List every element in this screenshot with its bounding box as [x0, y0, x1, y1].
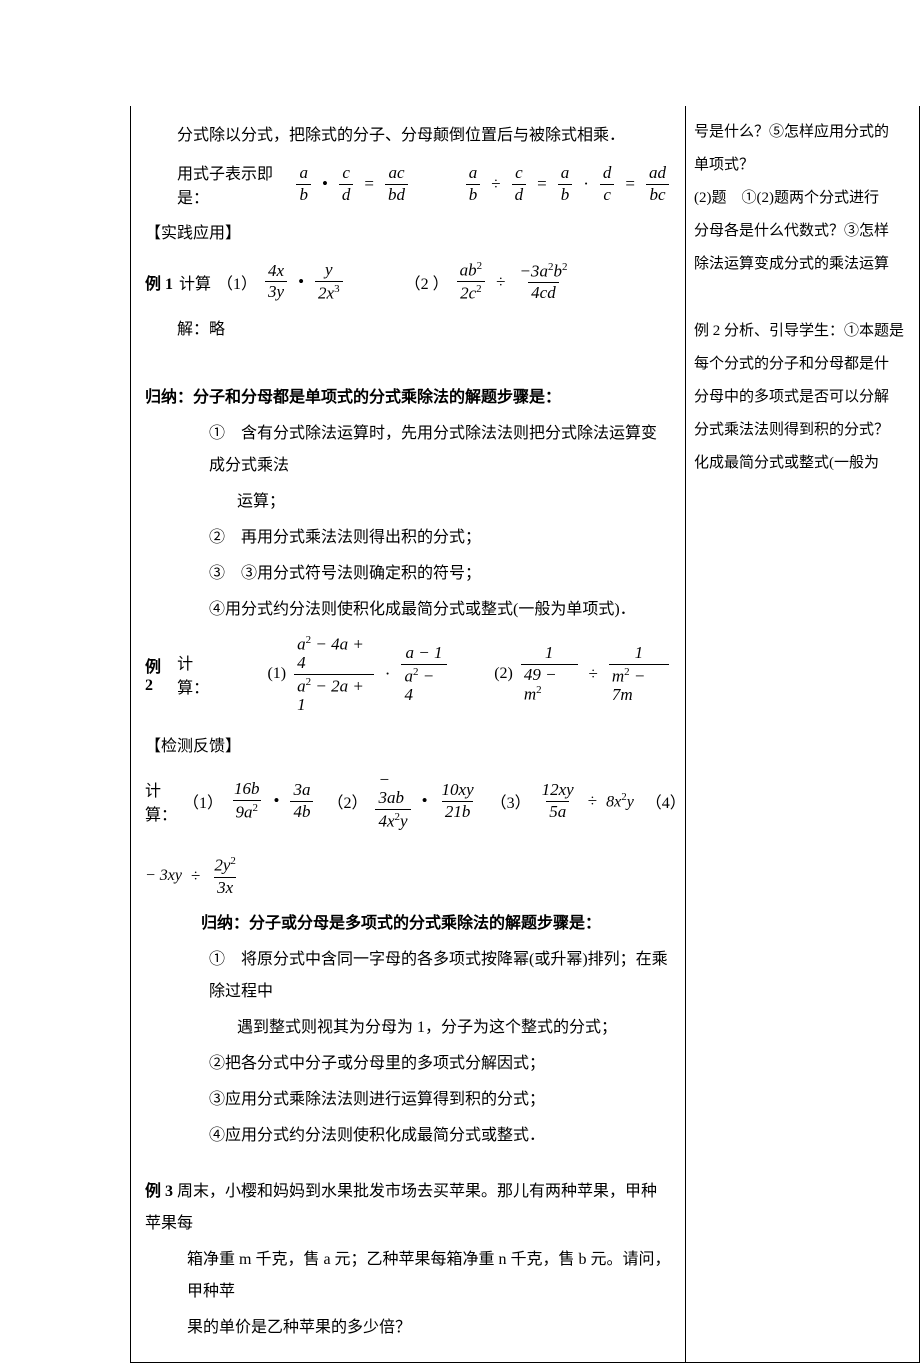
side-line: 每个分式的分子和分母都是什 — [694, 348, 919, 381]
divide-op: ÷ — [188, 866, 203, 886]
example-1-word: 计算 — [179, 270, 211, 294]
frac: 4x3y — [265, 262, 287, 302]
paren-2: (2) — [494, 665, 513, 683]
section-practice: 【实践应用】 — [145, 218, 671, 250]
divide-op: ÷ — [493, 272, 508, 292]
equals: = — [361, 174, 377, 194]
frac: ab22c2 — [457, 260, 486, 304]
paren-1: （1） — [217, 270, 257, 294]
term: − 3xy — [145, 867, 182, 885]
example-3-line-2: 箱净重 m 千克，售 a 元；乙种苹果每箱净重 n 千克，售 b 元。请问，甲种… — [145, 1244, 671, 1308]
frac: a2 − 4a + 4 a2 − 2a + 1 — [294, 634, 374, 715]
side-line: 号是什么？⑤怎样应用分式的 — [694, 116, 919, 149]
frac: dc — [600, 164, 615, 204]
guide-1-step-4: ④用分式约分法则使积化成最简分式或整式(一般为单项式)． — [145, 594, 671, 626]
divide-op: ÷ — [586, 664, 601, 684]
frac: y2x3 — [315, 261, 343, 303]
example-1: 例 1 计算 （1） 4x3y • y2x3 （2 ） ab22c2 ÷ −3a… — [145, 260, 671, 304]
guide-2-step-1a: ① 将原分式中含同一字母的各多项式按降幂(或升幂)排列；在乘除过程中 — [145, 944, 671, 1008]
side-line: 分母中的多项式是否可以分解 — [694, 381, 919, 414]
dot-op: • — [271, 791, 283, 811]
side-line: 例 2 分析、引导学生：①本题是 — [694, 315, 919, 348]
guide-2-step-3: ③应用分式乘除法法则进行运算得到积的分式； — [145, 1084, 671, 1116]
guide-1-title: 归纳：分子和分母都是单项式的分式乘除法的解题步骤是： — [145, 382, 671, 414]
frac: −3a2b2 4cd — [516, 261, 570, 303]
guide-2-step-1b: 遇到整式则视其为分母为 1，分子为这个整式的分式； — [145, 1012, 671, 1044]
identity-row: 用式子表示即是： ab • cd = acbd ab ÷ cd = ab — [145, 160, 671, 208]
page: 分式除以分式，把除式的分子、分母颠倒位置后与被除式相乘． 用式子表示即是： ab… — [130, 106, 920, 1363]
frac: 10xy 21b — [439, 781, 477, 821]
dot-op: • — [319, 174, 331, 194]
divide-op: ÷ — [585, 791, 600, 811]
side-line: 单项式？ — [694, 149, 919, 182]
guide-2-step-4: ④应用分式约分法则使积化成最简分式或整式． — [145, 1120, 671, 1152]
frac: ab — [296, 164, 311, 204]
frac: 1 49 − m2 — [521, 644, 578, 705]
guide-2-title: 归纳：分子或分母是多项式的分式乘除法的解题步骤是： — [145, 908, 671, 940]
frac: a − 1 a2 − 4 — [401, 644, 446, 705]
guide-1-step-1a: ① 含有分式除法运算时，先用分式除法法则把分式除法运算变成分式乘法 — [145, 418, 671, 482]
frac: − 3ab 4x2y — [375, 771, 410, 832]
dot-op: • — [295, 272, 307, 292]
side-line: (2)题 ①(2)题两个分式进行 — [694, 182, 919, 215]
check-row-2: − 3xy ÷ 2y2 3x — [145, 855, 671, 897]
example-2: 例 2 计算： (1) a2 − 4a + 4 a2 − 2a + 1 · a … — [145, 634, 671, 715]
frac: ab — [466, 164, 481, 204]
guide-1-step-2: ② 再用分式乘法法则得出积的分式； — [145, 522, 671, 554]
dot-op: • — [419, 791, 431, 811]
intro-line: 分式除以分式，把除式的分子、分母颠倒位置后与被除式相乘． — [145, 120, 671, 152]
frac: 16b 9a2 — [231, 780, 263, 822]
example-3-line-3: 果的单价是乙种苹果的多少倍？ — [145, 1312, 671, 1344]
frac: 1 m2 − 7m — [609, 644, 669, 705]
frac: 3a 4b — [290, 781, 313, 821]
term: 8x2y — [606, 791, 634, 811]
paren-1: (1) — [267, 665, 286, 683]
paren-4: （4） — [646, 789, 686, 813]
side-column: 号是什么？⑤怎样应用分式的 单项式？ (2)题 ①(2)题两个分式进行 分母各是… — [686, 106, 920, 1363]
guide-1-step-3: ③ ③用分式符号法则确定积的符号； — [145, 558, 671, 590]
frac: cd — [339, 164, 354, 204]
dot-op: · — [580, 174, 592, 194]
main-column: 分式除以分式，把除式的分子、分母颠倒位置后与被除式相乘． 用式子表示即是： ab… — [130, 106, 686, 1363]
example-2-word: 计算： — [177, 650, 222, 698]
equals: = — [534, 174, 550, 194]
paren-1: （1） — [183, 789, 223, 813]
paren-3: （3） — [491, 789, 531, 813]
check-label: 计算： — [145, 777, 177, 825]
side-line: 分式乘法法则得到积的分式？ — [694, 414, 919, 447]
example-3-line-1: 周末，小樱和妈妈到水果批发市场去买苹果。那儿有两种苹果，甲种苹果每 — [145, 1183, 657, 1232]
frac: cd — [512, 164, 527, 204]
paren-2: （2 ） — [405, 270, 449, 294]
section-check: 【检测反馈】 — [145, 731, 671, 763]
identity-label: 用式子表示即是： — [177, 160, 288, 208]
example-2-label: 例 2 — [145, 653, 171, 695]
example-3: 例 3 周末，小樱和妈妈到水果批发市场去买苹果。那儿有两种苹果，甲种苹果每 — [145, 1176, 671, 1240]
divide-op: ÷ — [488, 174, 503, 194]
check-row-1: 计算： （1） 16b 9a2 • 3a 4b （2） − 3ab 4x2y •… — [145, 771, 671, 832]
example-1-label: 例 1 — [145, 270, 173, 294]
side-line: 除法运算变成分式的乘法运算 — [694, 248, 919, 281]
frac: 2y2 3x — [211, 855, 239, 897]
frac: adbc — [646, 164, 669, 204]
solution-line: 解：略 — [145, 314, 671, 346]
example-3-label: 例 3 — [145, 1183, 173, 1200]
side-line: 化成最简分式或整式(一般为 — [694, 447, 919, 480]
paren-2: （2） — [327, 789, 367, 813]
guide-1-step-1b: 运算； — [145, 486, 671, 518]
guide-2-step-2: ②把各分式中分子或分母里的多项式分解因式； — [145, 1048, 671, 1080]
dot-op: · — [382, 664, 394, 684]
frac: acbd — [385, 164, 408, 204]
side-line: 分母各是什么代数式？③怎样 — [694, 215, 919, 248]
frac: 12xy 5a — [539, 781, 577, 821]
equals: = — [622, 174, 638, 194]
frac: ab — [558, 164, 573, 204]
